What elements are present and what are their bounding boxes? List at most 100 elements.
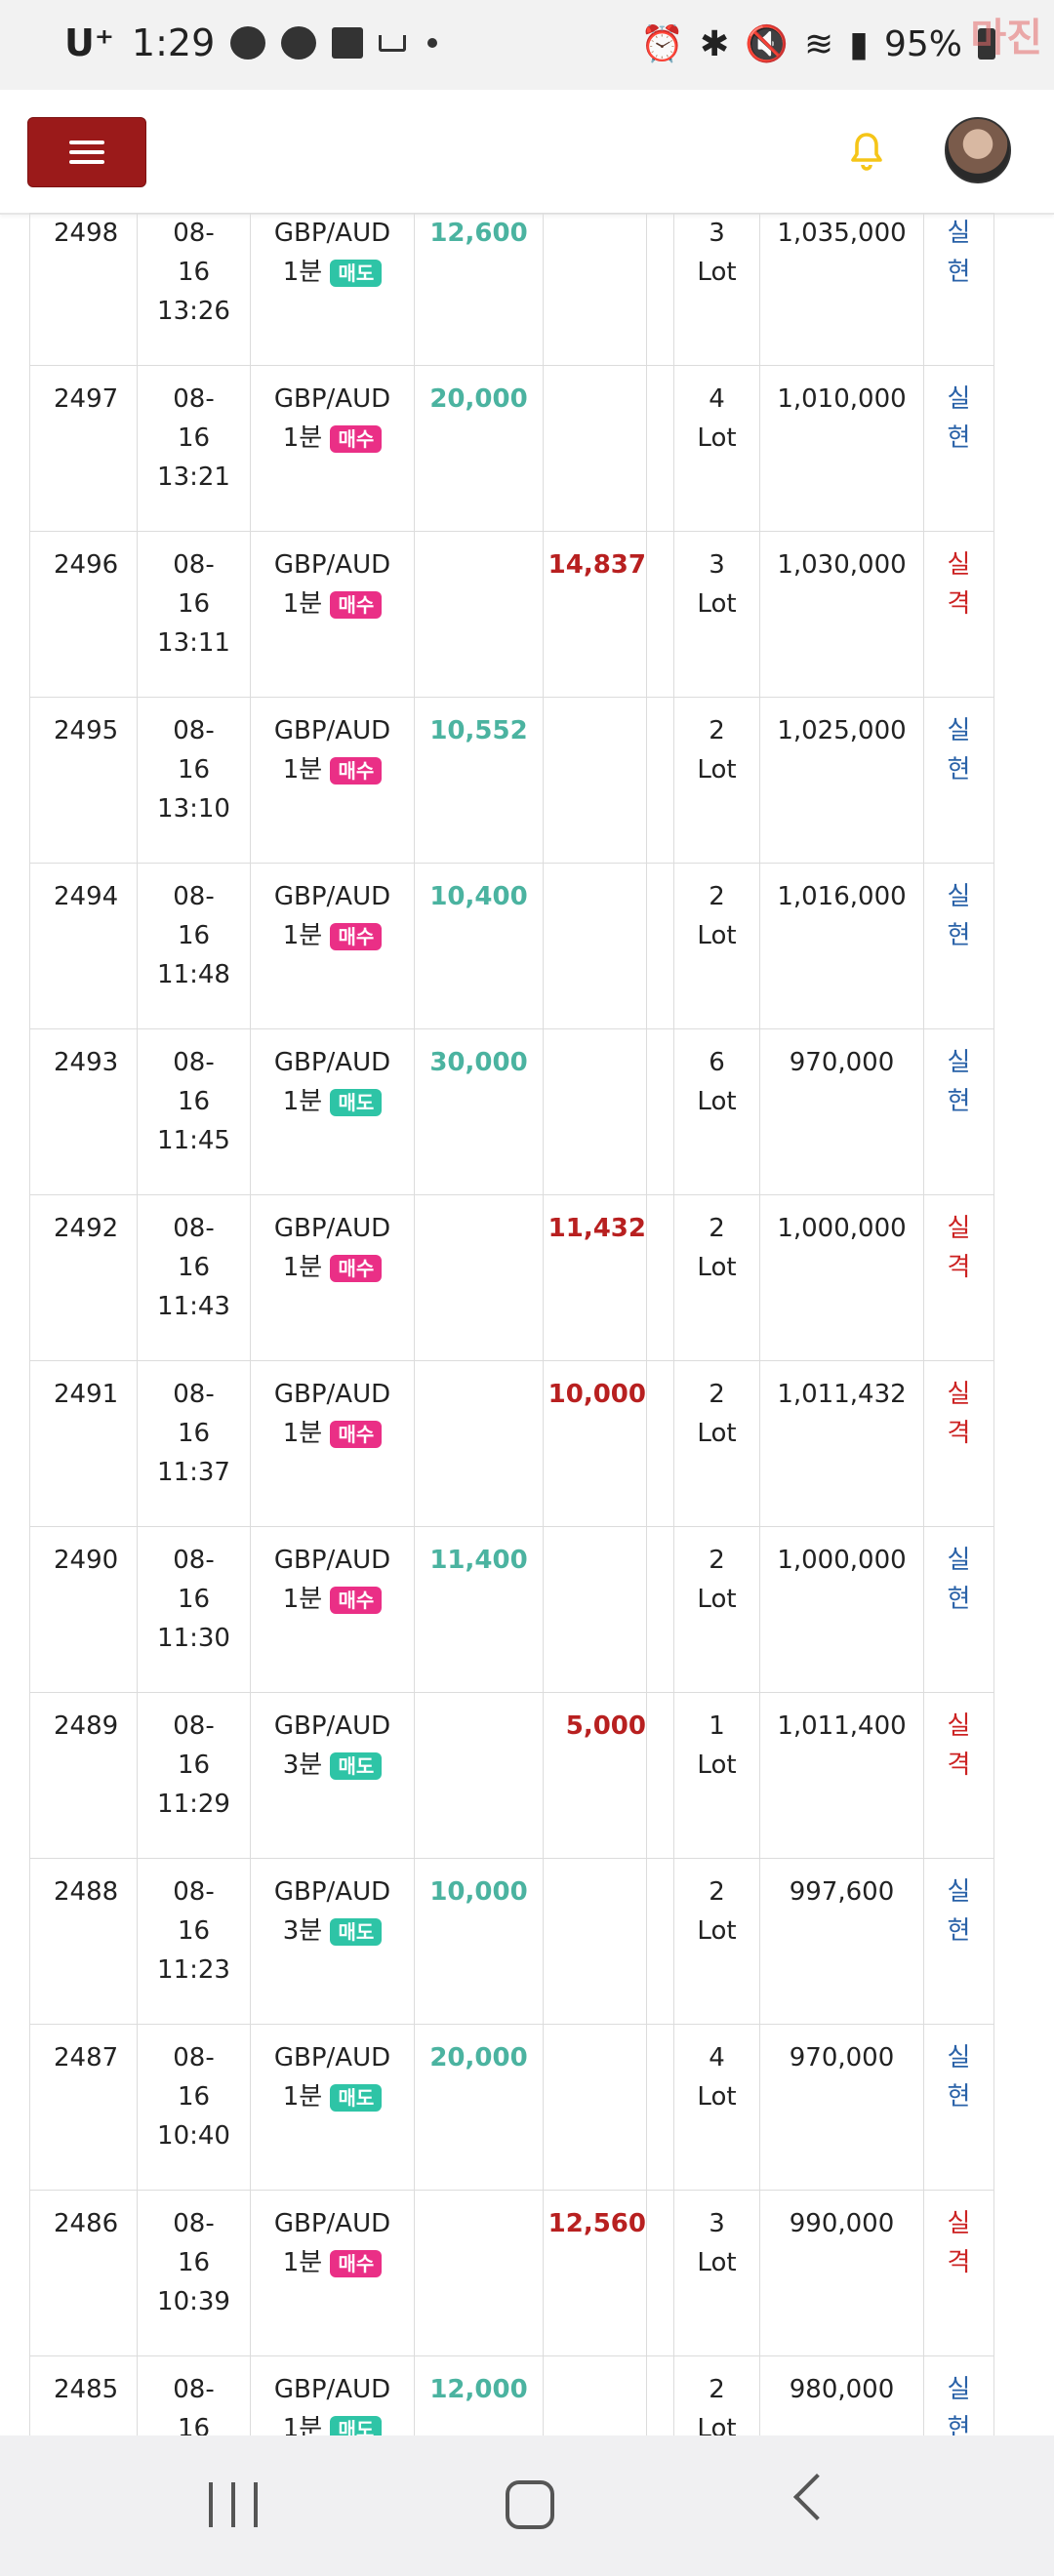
table-row[interactable]: 2496 08- 16 13:11 GBP/AUD 1분 매수 14,837 3 Lot 1,03… bbox=[29, 531, 994, 698]
bell-icon[interactable] bbox=[843, 129, 890, 176]
trade-datetime: 08- 16 13:26 bbox=[137, 213, 251, 366]
loss-amount bbox=[543, 1858, 647, 2025]
profit-amount: 10,000 bbox=[414, 1858, 544, 2025]
side-badge: 매도 bbox=[330, 1088, 383, 1116]
loss-amount: 5,000 bbox=[543, 1692, 647, 1859]
profit-amount bbox=[414, 1360, 544, 1527]
pair-label: GBP/AUD bbox=[273, 2375, 391, 2404]
back-icon[interactable] bbox=[792, 2473, 841, 2521]
pair-label: GBP/AUD bbox=[273, 550, 391, 580]
profit-amount: 11,400 bbox=[414, 1526, 544, 1693]
recents-icon[interactable] bbox=[209, 2482, 258, 2527]
trade-datetime: 08- 16 13:11 bbox=[137, 531, 251, 698]
lot-size: 3 Lot bbox=[673, 2190, 760, 2356]
side-badge: 매수 bbox=[330, 2249, 383, 2277]
profit-amount: 10,400 bbox=[414, 863, 544, 1029]
pair-label: GBP/AUD bbox=[273, 1048, 391, 1077]
table-row[interactable]: 2492 08- 16 11:43 GBP/AUD 1분 매수 11,432 2 Lot 1,00… bbox=[29, 1194, 994, 1361]
period-label: 1분 bbox=[282, 258, 331, 287]
balance-amount: 1,035,000 bbox=[759, 213, 924, 366]
bluetooth-icon: ✱ bbox=[700, 23, 730, 64]
trade-number: 2496 bbox=[29, 531, 138, 698]
status-bar: U⁺ 1:29 ⏰ ✱ 🔇 ≋ ▮ 95% 마진 bbox=[0, 0, 1054, 90]
trade-pair: GBP/AUD 1분 매수 bbox=[250, 365, 415, 532]
period-label: 1분 bbox=[282, 1253, 331, 1282]
lot-size: 2 Lot bbox=[673, 1194, 760, 1361]
trade-number: 2489 bbox=[29, 1692, 138, 1859]
hamburger-line bbox=[69, 150, 104, 154]
trade-pair: GBP/AUD 1분 매수 bbox=[250, 531, 415, 698]
side-badge: 매도 bbox=[330, 1917, 383, 1946]
sim-icon bbox=[379, 34, 407, 52]
trade-datetime: 08- 16 13:21 bbox=[137, 365, 251, 532]
loss-amount: 11,432 bbox=[543, 1194, 647, 1361]
spacer-column bbox=[646, 1692, 674, 1859]
trade-number: 2490 bbox=[29, 1526, 138, 1693]
signal-icon: ▮ bbox=[849, 23, 869, 64]
spacer-column bbox=[646, 1194, 674, 1361]
profit-amount: 20,000 bbox=[414, 2024, 544, 2191]
wifi-icon: ≋ bbox=[804, 23, 834, 64]
loss-amount bbox=[543, 697, 647, 864]
profit-amount: 12,600 bbox=[414, 213, 544, 366]
trade-datetime: 08- 16 11:23 bbox=[137, 1858, 251, 2025]
table-row[interactable]: 2486 08- 16 10:39 GBP/AUD 1분 매수 12,560 3 Lot 990,… bbox=[29, 2190, 994, 2356]
table-row[interactable]: 2491 08- 16 11:37 GBP/AUD 1분 매수 10,000 2 Lot 1,01… bbox=[29, 1360, 994, 1527]
table-row[interactable]: 2493 08- 16 11:45 GBP/AUD 1분 매도 30,000 6 Lot 970,… bbox=[29, 1028, 994, 1195]
trade-pair: GBP/AUD 1분 매수 bbox=[250, 863, 415, 1029]
trade-pair: GBP/AUD 1분 매도 bbox=[250, 213, 415, 366]
carrier-label: U⁺ bbox=[64, 21, 114, 64]
table-row[interactable]: 2488 08- 16 11:23 GBP/AUD 3분 매도 10,000 2 Lot 997,… bbox=[29, 1858, 994, 2025]
loss-amount: 12,560 bbox=[543, 2190, 647, 2356]
avatar[interactable] bbox=[945, 117, 1011, 183]
period-label: 1분 bbox=[282, 1087, 331, 1116]
spacer-column bbox=[646, 1028, 674, 1195]
period-label: 1분 bbox=[282, 423, 331, 453]
notification-dot-icon bbox=[427, 38, 438, 48]
balance-amount: 1,030,000 bbox=[759, 531, 924, 698]
table-row[interactable]: 2498 08- 16 13:26 GBP/AUD 1분 매도 12,600 3 Lot 1,03… bbox=[29, 213, 994, 366]
mute-icon: 🔇 bbox=[745, 24, 789, 64]
table-row[interactable]: 2489 08- 16 11:29 GBP/AUD 3분 매도 5,000 1 Lot 1,011… bbox=[29, 1692, 994, 1859]
battery-percent: 95% bbox=[883, 23, 962, 64]
trade-rows: 2498 08- 16 13:26 GBP/AUD 1분 매도 12,600 3 Lot 1,03… bbox=[29, 213, 994, 2522]
loss-amount bbox=[543, 365, 647, 532]
trade-pair: GBP/AUD 1분 매수 bbox=[250, 697, 415, 864]
profit-amount bbox=[414, 1692, 544, 1859]
trade-number: 2487 bbox=[29, 2024, 138, 2191]
status-right: ⏰ ✱ 🔇 ≋ ▮ 95% bbox=[640, 23, 995, 64]
trade-pair: GBP/AUD 1분 매수 bbox=[250, 1360, 415, 1527]
period-label: 1분 bbox=[282, 2082, 331, 2112]
pair-label: GBP/AUD bbox=[273, 1711, 391, 1741]
table-row[interactable]: 2497 08- 16 13:21 GBP/AUD 1분 매수 20,000 4 Lot 1,01… bbox=[29, 365, 994, 532]
trade-number: 2498 bbox=[29, 213, 138, 366]
home-icon[interactable] bbox=[506, 2480, 554, 2529]
kakaotalk-icon bbox=[281, 26, 317, 60]
pair-label: GBP/AUD bbox=[273, 219, 391, 248]
table-row[interactable]: 2494 08- 16 11:48 GBP/AUD 1분 매수 10,400 2 Lot 1,01… bbox=[29, 863, 994, 1029]
spacer-column bbox=[646, 531, 674, 698]
trade-datetime: 08- 16 11:37 bbox=[137, 1360, 251, 1527]
trade-pair: GBP/AUD 3분 매도 bbox=[250, 1692, 415, 1859]
lot-size: 6 Lot bbox=[673, 1028, 760, 1195]
balance-amount: 990,000 bbox=[759, 2190, 924, 2356]
loss-amount bbox=[543, 2024, 647, 2191]
trade-number: 2494 bbox=[29, 863, 138, 1029]
table-row[interactable]: 2487 08- 16 10:40 GBP/AUD 1분 매도 20,000 4 Lot 970,… bbox=[29, 2024, 994, 2191]
status-left: U⁺ 1:29 bbox=[64, 21, 438, 64]
side-badge: 매수 bbox=[330, 756, 383, 785]
menu-button[interactable] bbox=[27, 117, 146, 187]
trade-datetime: 08- 16 11:45 bbox=[137, 1028, 251, 1195]
pair-label: GBP/AUD bbox=[273, 716, 391, 745]
balance-amount: 1,011,400 bbox=[759, 1692, 924, 1859]
table-row[interactable]: 2490 08- 16 11:30 GBP/AUD 1분 매수 11,400 2 Lot 1,00… bbox=[29, 1526, 994, 1693]
balance-amount: 970,000 bbox=[759, 2024, 924, 2191]
table-row[interactable]: 2495 08- 16 13:10 GBP/AUD 1분 매수 10,552 2 Lot 1,02… bbox=[29, 697, 994, 864]
note-icon bbox=[332, 27, 364, 59]
